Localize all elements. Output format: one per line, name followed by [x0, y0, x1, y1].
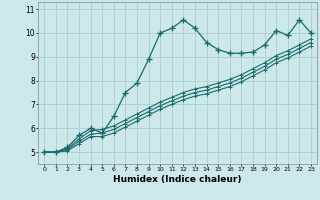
X-axis label: Humidex (Indice chaleur): Humidex (Indice chaleur) — [113, 175, 242, 184]
